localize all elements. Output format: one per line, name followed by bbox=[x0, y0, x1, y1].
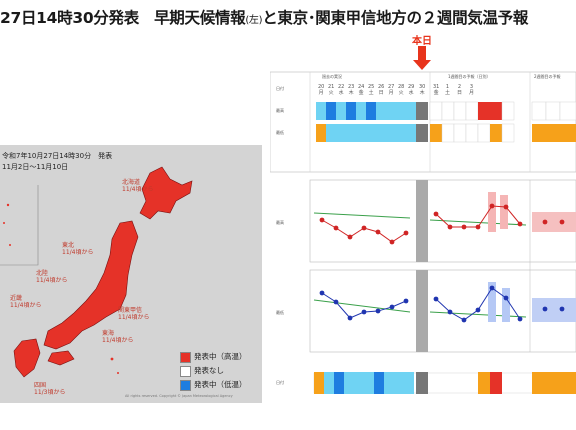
map-legend: 発表中（高温） 発表なし 発表中（低温） bbox=[180, 350, 247, 392]
label-tokai: 東海 11/4頃から bbox=[102, 330, 134, 344]
forecast-graphics bbox=[269, 46, 576, 394]
title-left-note: (左) bbox=[245, 15, 263, 26]
date-cell: 30 木 bbox=[419, 84, 426, 96]
map-issued-text: 令和7年10月27日14時30分 発表 11月2日～11月10日 bbox=[2, 152, 113, 171]
row-label-min: 最低 bbox=[276, 130, 284, 135]
date-cell: 20 月 bbox=[318, 84, 325, 96]
chart-label-min: 最低 bbox=[276, 310, 284, 315]
bottom-row-label-date: 日付 bbox=[276, 380, 284, 385]
copyright: All rights reserved. Copyright © Japan M… bbox=[125, 394, 233, 398]
early-weather-map-panel: 令和7年10月27日14時30分 発表 11月2日～11月10日 北海道 11/4… bbox=[0, 145, 262, 403]
legend-item: 発表中（高温） bbox=[180, 350, 247, 364]
two-week-forecast-panel: 本日 bbox=[269, 30, 576, 425]
legend-item: 発表中（低温） bbox=[180, 378, 247, 392]
date-cell: 27 月 bbox=[388, 84, 395, 96]
row-label-max: 最高 bbox=[276, 108, 284, 113]
date-cell: 28 火 bbox=[398, 84, 405, 96]
label-tohoku: 東北 11/4頃から bbox=[62, 242, 94, 256]
date-cell: 21 火 bbox=[328, 84, 335, 96]
legend-swatch bbox=[180, 351, 191, 363]
legend-swatch bbox=[180, 379, 191, 391]
date-cell: 22 水 bbox=[338, 84, 345, 96]
section-label-week1: 1週間目の予報（日別） bbox=[448, 74, 491, 79]
label-hokkaido: 北海道 11/4頃から bbox=[122, 179, 154, 193]
label-kanto-koshin: 関東甲信 11/4頃から bbox=[118, 307, 150, 321]
japan-map bbox=[0, 166, 193, 378]
section-label-week2: 2週間目の予報 bbox=[534, 74, 561, 79]
date-cell: 26 日 bbox=[378, 84, 385, 96]
legend-item: 発表なし bbox=[180, 364, 247, 378]
date-cell: 29 水 bbox=[408, 84, 415, 96]
label-kinki: 近畿 11/4頃から bbox=[10, 295, 42, 309]
label-shikoku: 四国 11/3頃から bbox=[34, 382, 66, 396]
row-label-date: 日付 bbox=[276, 86, 284, 91]
chart-label-max: 最高 bbox=[276, 220, 284, 225]
date-cell: 23 木 bbox=[348, 84, 355, 96]
date-cell: 31 金 bbox=[433, 84, 440, 96]
label-hokuriku: 北陸 11/4頃から bbox=[36, 270, 68, 284]
date-cell: 24 金 bbox=[358, 84, 365, 96]
today-label: 本日 bbox=[412, 36, 432, 47]
legend-swatch bbox=[180, 365, 191, 377]
section-label-past: 過去の実況 bbox=[322, 74, 342, 79]
page-title: 27日14時30分発表 早期天候情報(左)と東京･関東甲信地方の２週間気温予報 bbox=[0, 9, 529, 27]
date-cell: 25 土 bbox=[368, 84, 375, 96]
